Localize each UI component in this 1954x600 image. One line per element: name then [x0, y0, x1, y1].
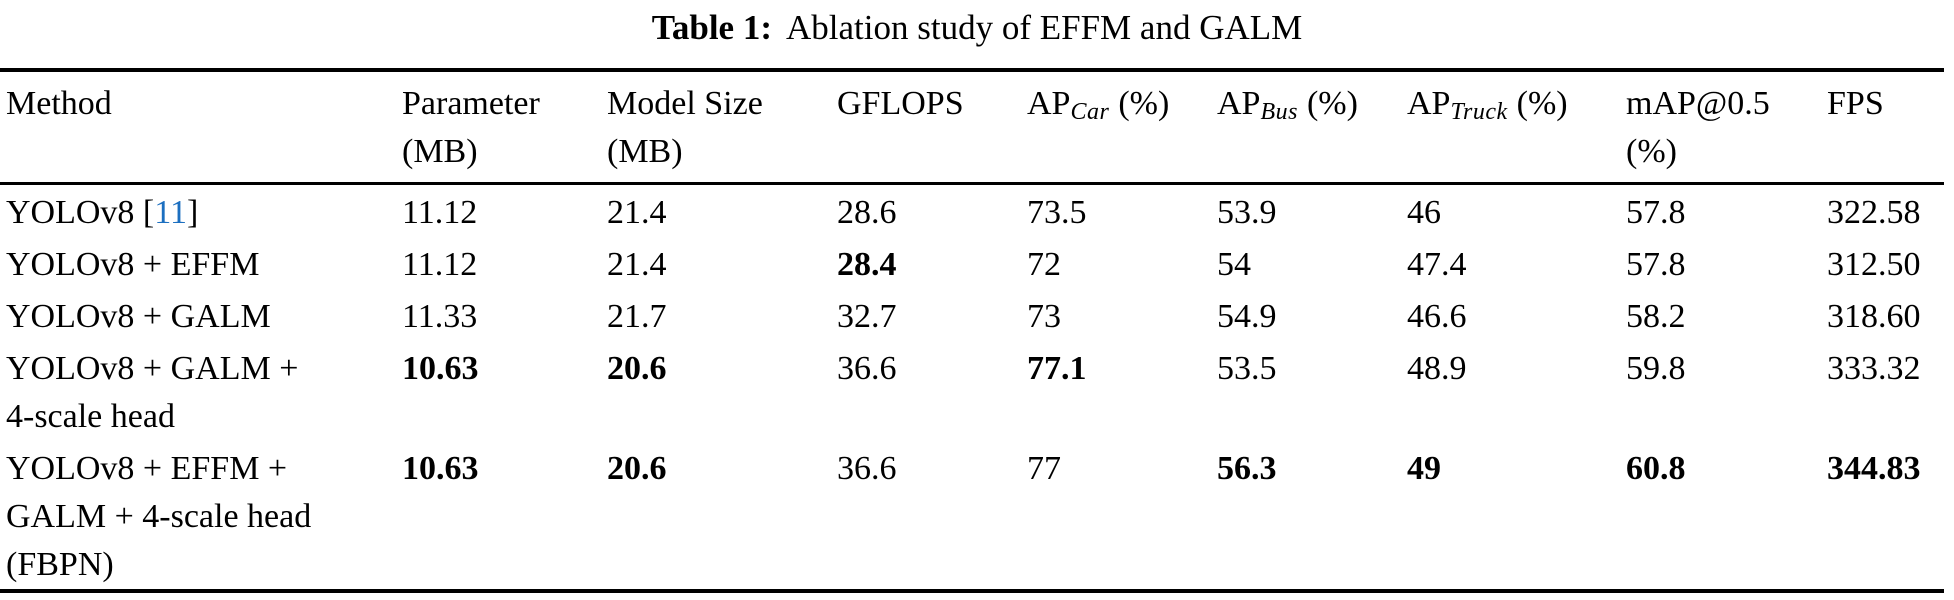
- method-cell: YOLOv8 + EFFM + GALM + 4-scale head (FBP…: [6, 450, 312, 583]
- header-label: Model Size: [607, 85, 763, 122]
- citation-link[interactable]: 11: [154, 194, 188, 231]
- value-cell: 36.6: [837, 450, 897, 487]
- header-subscript: Bus: [1260, 99, 1298, 125]
- value-cell: 28.6: [837, 194, 897, 231]
- value-cell: 32.7: [837, 298, 897, 335]
- value-cell: 49: [1407, 450, 1441, 487]
- value-cell: 333.32: [1827, 350, 1921, 387]
- value-cell: 11.12: [402, 194, 478, 231]
- value-cell: 312.50: [1827, 246, 1921, 283]
- value-cell: 72: [1027, 246, 1061, 283]
- value-cell: 53.9: [1217, 194, 1277, 231]
- value-cell: 20.6: [607, 450, 667, 487]
- header-subscript: Truck: [1450, 99, 1508, 125]
- value-cell: 318.60: [1827, 298, 1921, 335]
- value-cell: 36.6: [837, 350, 897, 387]
- value-cell: 344.83: [1827, 450, 1921, 487]
- value-cell: 54.9: [1217, 298, 1277, 335]
- header-unit: (%): [1306, 85, 1358, 122]
- value-cell: 46: [1407, 194, 1441, 231]
- method-cell: YOLOv8 + EFFM: [6, 246, 260, 283]
- value-cell: 21.4: [607, 194, 667, 231]
- col-header-ap-bus: APBus (%): [1217, 70, 1407, 185]
- header-row: Method Parameter (MB) Model Size (MB) GF…: [0, 70, 1944, 185]
- ablation-table: Method Parameter (MB) Model Size (MB) GF…: [0, 68, 1944, 593]
- value-cell: 46.6: [1407, 298, 1467, 335]
- table-row: YOLOv8 + GALM + 4-scale head 10.63 20.6 …: [0, 341, 1944, 441]
- header-unit-line: (MB): [402, 133, 478, 170]
- header-unit-line: (%): [1626, 133, 1677, 170]
- header-label: Method: [6, 85, 112, 122]
- value-cell: 10.63: [402, 350, 479, 387]
- method-text: YOLOv8 [: [6, 194, 155, 231]
- method-text: ]: [187, 194, 199, 231]
- header-label: GFLOPS: [837, 85, 964, 122]
- col-header-ap-truck: APTruck (%): [1407, 70, 1626, 185]
- value-cell: 59.8: [1626, 350, 1686, 387]
- table-caption: Table 1: Ablation study of EFFM and GALM: [0, 2, 1954, 54]
- header-label: mAP@0.5: [1626, 85, 1770, 122]
- value-cell: 53.5: [1217, 350, 1277, 387]
- value-cell: 21.4: [607, 246, 667, 283]
- value-cell: 21.7: [607, 298, 667, 335]
- value-cell: 73.5: [1027, 194, 1087, 231]
- col-header-map: mAP@0.5 (%): [1626, 70, 1827, 185]
- table-caption-label: Table 1:: [651, 8, 772, 47]
- value-cell: 73: [1027, 298, 1061, 335]
- value-cell: 28.4: [837, 246, 897, 283]
- header-label: AP: [1407, 85, 1451, 122]
- value-cell: 57.8: [1626, 246, 1686, 283]
- value-cell: 11.33: [402, 298, 478, 335]
- value-cell: 57.8: [1626, 194, 1686, 231]
- table-row: YOLOv8 [11] 11.12 21.4 28.6 73.5 53.9 46…: [0, 184, 1944, 238]
- method-cell: YOLOv8 + GALM + 4-scale head: [6, 350, 299, 435]
- value-cell: 10.63: [402, 450, 479, 487]
- header-label: AP: [1027, 85, 1071, 122]
- table-row: YOLOv8 + EFFM 11.12 21.4 28.4 72 54 47.4…: [0, 237, 1944, 289]
- value-cell: 77: [1027, 450, 1061, 487]
- value-cell: 48.9: [1407, 350, 1467, 387]
- header-label: Parameter: [402, 85, 540, 122]
- col-header-model-size: Model Size (MB): [607, 70, 837, 185]
- header-label: FPS: [1827, 85, 1884, 122]
- col-header-fps: FPS: [1827, 70, 1944, 185]
- table-row: YOLOv8 + EFFM + GALM + 4-scale head (FBP…: [0, 441, 1944, 591]
- table-row: YOLOv8 + GALM 11.33 21.7 32.7 73 54.9 46…: [0, 289, 1944, 341]
- col-header-gflops: GFLOPS: [837, 70, 1027, 185]
- method-cell: YOLOv8 [11]: [0, 184, 402, 238]
- method-cell: YOLOv8 + GALM: [6, 298, 271, 335]
- col-header-ap-car: APCar (%): [1027, 70, 1217, 185]
- header-unit: (%): [1118, 85, 1170, 122]
- value-cell: 58.2: [1626, 298, 1686, 335]
- header-subscript: Car: [1070, 99, 1110, 125]
- col-header-parameter: Parameter (MB): [402, 70, 607, 185]
- value-cell: 322.58: [1827, 194, 1921, 231]
- value-cell: 20.6: [607, 350, 667, 387]
- table-caption-text: Ablation study of EFFM and GALM: [786, 8, 1303, 47]
- col-header-method: Method: [0, 70, 402, 185]
- value-cell: 47.4: [1407, 246, 1467, 283]
- header-unit: (%): [1516, 85, 1568, 122]
- header-unit-line: (MB): [607, 133, 683, 170]
- header-label: AP: [1217, 85, 1261, 122]
- value-cell: 56.3: [1217, 450, 1277, 487]
- value-cell: 60.8: [1626, 450, 1686, 487]
- value-cell: 77.1: [1027, 350, 1087, 387]
- value-cell: 54: [1217, 246, 1251, 283]
- value-cell: 11.12: [402, 246, 478, 283]
